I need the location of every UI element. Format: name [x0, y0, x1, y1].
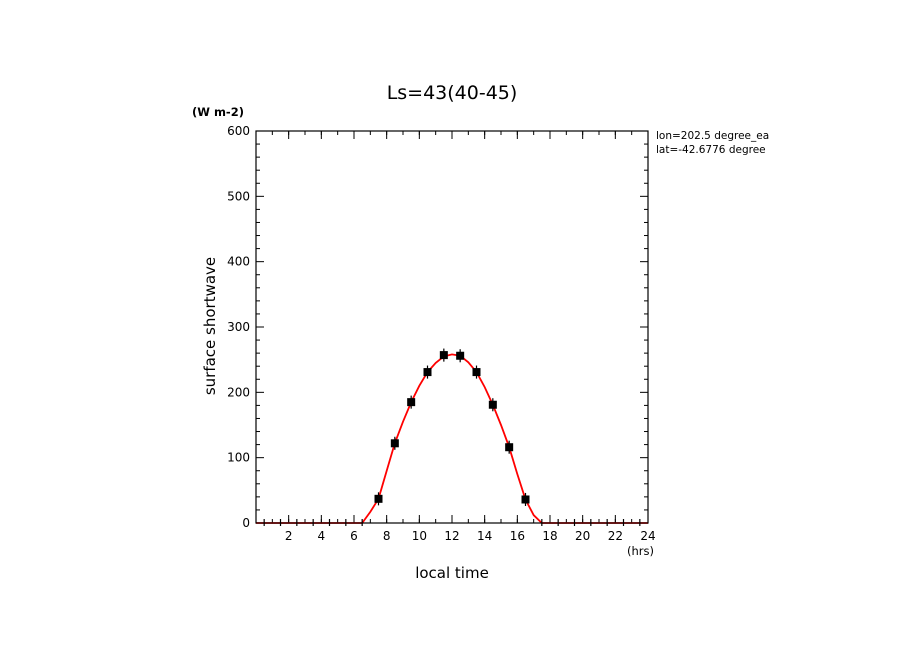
y-unit-label: (W m-2) — [192, 105, 244, 119]
y-axis-label: surface shortwave — [201, 257, 219, 395]
x-tick-label: 6 — [350, 529, 358, 543]
y-tick-label: 100 — [227, 451, 250, 465]
point-marker — [390, 439, 399, 448]
y-tick-label: 200 — [227, 385, 250, 399]
x-tick-label: 4 — [318, 529, 326, 543]
x-unit-label: (hrs) — [627, 544, 654, 558]
x-tick-label: 14 — [477, 529, 492, 543]
data-point — [488, 398, 497, 412]
data-point — [472, 365, 481, 379]
x-tick-label: 8 — [383, 529, 391, 543]
y-tick-label: 400 — [227, 255, 250, 269]
data-point — [456, 349, 465, 363]
y-tick-label: 0 — [242, 516, 250, 530]
y-tick-label: 500 — [227, 189, 250, 203]
point-marker — [407, 398, 416, 407]
data-point — [390, 436, 399, 450]
x-tick-label: 16 — [510, 529, 525, 543]
annotation-lon: lon=202.5 degree_ea — [656, 130, 769, 142]
point-marker — [423, 368, 432, 377]
data-point — [423, 365, 432, 379]
chart-title: Ls=43(40-45) — [387, 82, 518, 104]
plot-frame — [255, 130, 649, 524]
data-point — [374, 492, 383, 506]
x-axis-label: local time — [415, 564, 489, 582]
point-marker — [374, 494, 383, 503]
point-marker — [488, 400, 497, 409]
point-marker — [521, 495, 530, 504]
fit-curve — [256, 353, 648, 524]
data-point — [439, 348, 448, 362]
y-tick-label: 600 — [227, 124, 250, 138]
x-tick-label: 20 — [575, 529, 590, 543]
x-tick-label: 18 — [542, 529, 557, 543]
data-point — [407, 395, 416, 409]
x-tick-label: 10 — [412, 529, 427, 543]
data-points — [263, 348, 641, 526]
point-marker — [505, 443, 514, 452]
point-marker — [456, 351, 465, 360]
data-point — [505, 440, 514, 454]
y-tick-label: 300 — [227, 320, 250, 334]
point-marker — [439, 351, 448, 360]
x-tick-label: 24 — [640, 529, 655, 543]
point-marker — [472, 368, 481, 377]
annotation-lat: lat=-42.6776 degree — [656, 144, 766, 156]
x-tick-label: 2 — [285, 529, 293, 543]
curve-line — [256, 353, 648, 524]
x-tick-label: 22 — [608, 529, 623, 543]
x-tick-label: 12 — [444, 529, 459, 543]
data-point — [521, 492, 530, 507]
